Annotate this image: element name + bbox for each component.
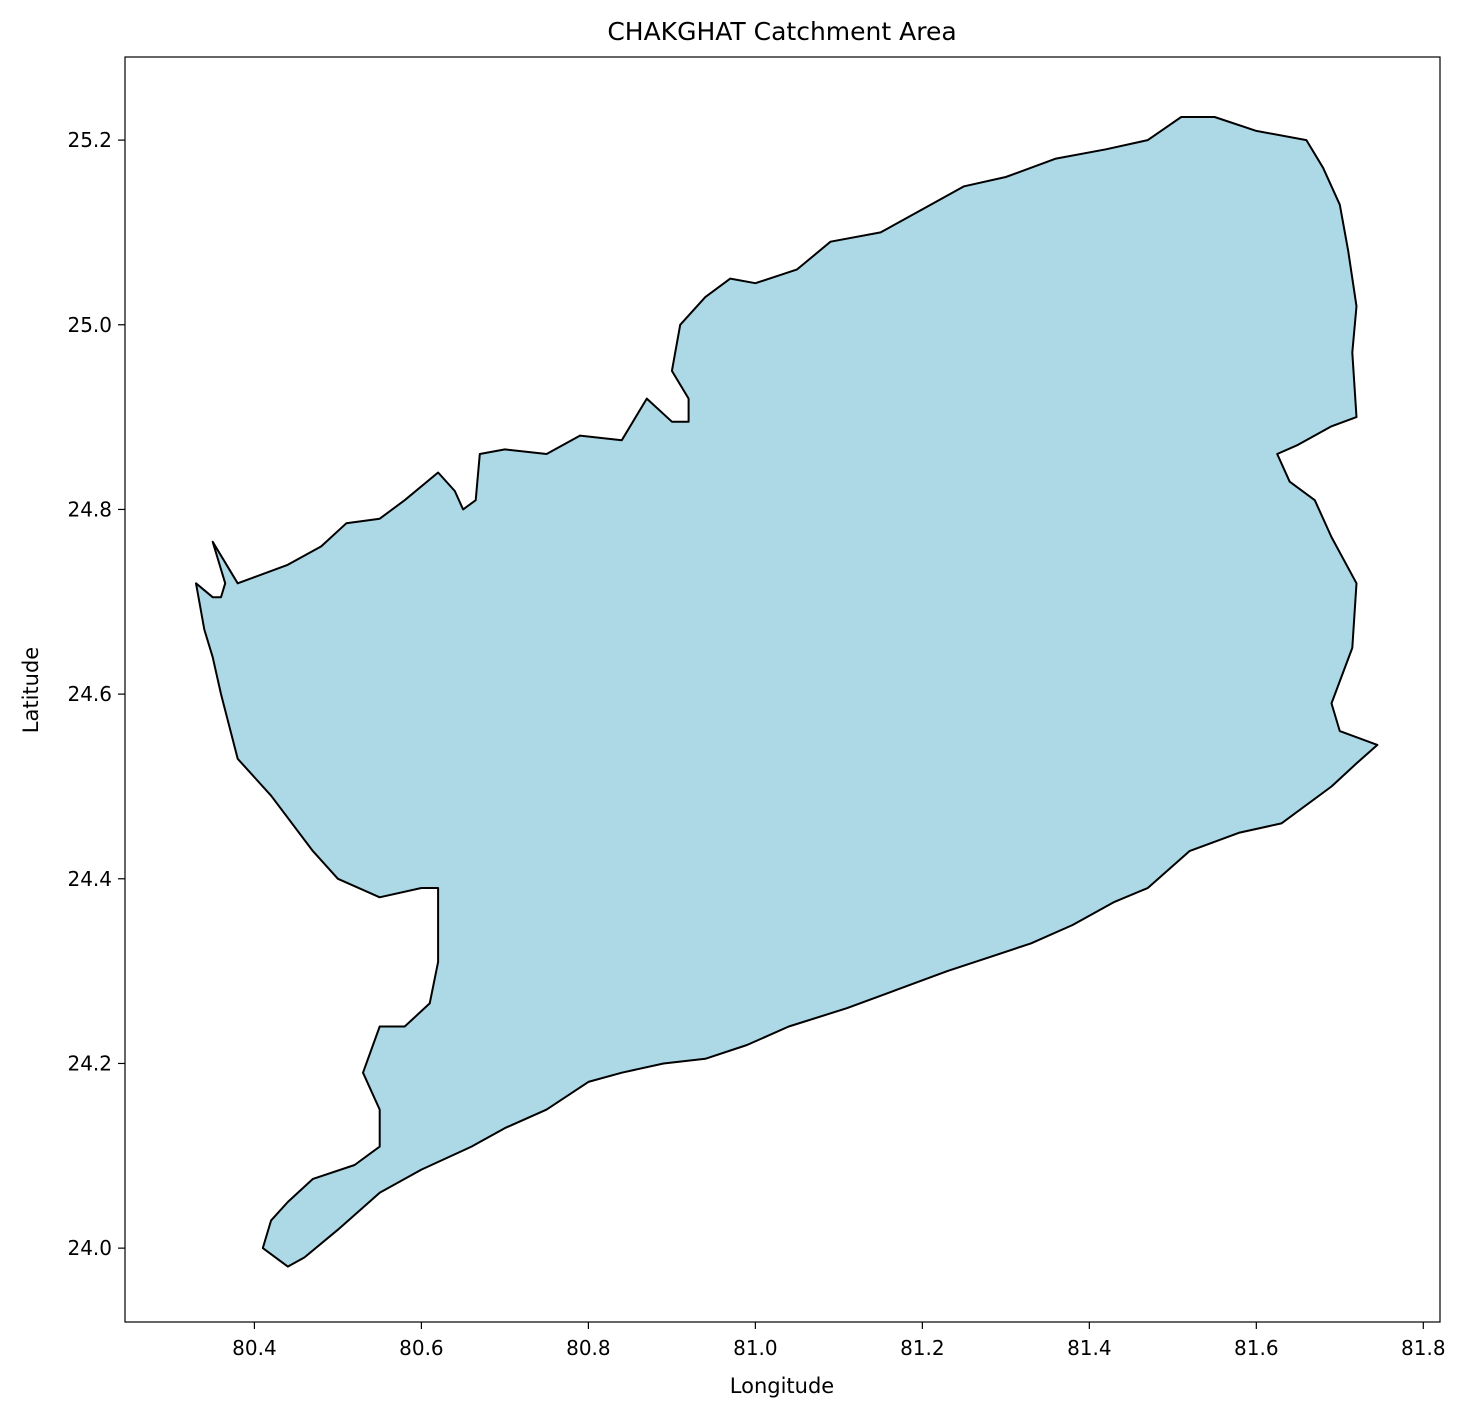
catchment-polygon — [195, 116, 1379, 1268]
y-tick-label: 24.0 — [67, 1236, 112, 1260]
x-tick-label: 81.2 — [900, 1336, 945, 1360]
plot-area — [124, 56, 1441, 1323]
x-tick-label: 80.4 — [232, 1336, 277, 1360]
y-tick-label: 25.2 — [67, 128, 112, 152]
x-tick-label: 81.6 — [1234, 1336, 1279, 1360]
y-axis-ticks: 24.0 24.2 24.4 24.6 24.8 25.0 25.2 — [67, 128, 125, 1260]
x-tick-label: 81.4 — [1067, 1336, 1112, 1360]
x-axis-label: Longitude — [730, 1374, 834, 1398]
y-tick-label: 24.6 — [67, 682, 112, 706]
x-tick-label: 80.6 — [399, 1336, 444, 1360]
y-tick-label: 24.4 — [67, 867, 112, 891]
axes-frame — [124, 56, 1441, 1323]
x-tick-label: 81.0 — [733, 1336, 778, 1360]
chart-title: CHAKGHAT Catchment Area — [607, 17, 956, 46]
y-tick-label: 25.0 — [67, 313, 112, 337]
y-tick-label: 24.8 — [67, 497, 112, 521]
x-axis-ticks: 80.4 80.6 80.8 81.0 81.2 81.4 81.6 81.8 — [232, 1322, 1446, 1360]
y-tick-label: 24.2 — [67, 1051, 112, 1075]
y-axis-label: Latitude — [19, 647, 43, 733]
x-tick-label: 81.8 — [1401, 1336, 1446, 1360]
x-tick-label: 80.8 — [566, 1336, 611, 1360]
